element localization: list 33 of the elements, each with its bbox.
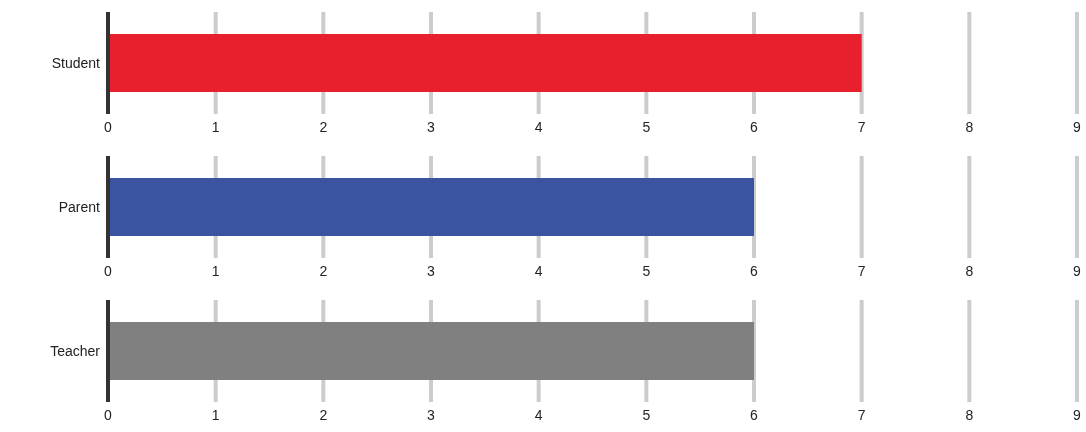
x-tick-label: 0: [104, 118, 113, 135]
y-tick-label: Parent: [58, 198, 101, 215]
x-tick-label: 9: [1073, 406, 1082, 423]
x-tick-label: 3: [427, 118, 436, 135]
x-tick-label: 6: [750, 262, 759, 279]
x-tick-label: 5: [642, 262, 651, 279]
x-tick-label: 5: [642, 406, 651, 423]
x-tick-label: 1: [211, 406, 220, 423]
x-tick-label: 1: [211, 118, 220, 135]
x-tick-label: 2: [319, 262, 328, 279]
x-tick-label: 7: [857, 406, 866, 423]
x-tick-label: 3: [427, 262, 436, 279]
x-tick-label: 7: [857, 262, 866, 279]
x-tick-label: 4: [534, 262, 543, 279]
x-tick-label: 5: [642, 118, 651, 135]
x-tick-label: 6: [750, 406, 759, 423]
x-tick-label: 4: [534, 406, 543, 423]
y-tick-label: Student: [51, 54, 101, 71]
x-tick-label: 0: [104, 262, 113, 279]
x-tick-label: 6: [750, 118, 759, 135]
x-tick-label: 8: [965, 118, 974, 135]
x-tick-label: 2: [319, 118, 328, 135]
x-tick-label: 0: [104, 406, 113, 423]
x-tick-label: 8: [965, 262, 974, 279]
x-tick-label: 4: [534, 118, 543, 135]
y-tick-label: Teacher: [50, 342, 101, 359]
x-tick-label: 1: [211, 262, 220, 279]
x-tick-label: 9: [1073, 118, 1082, 135]
x-tick-label: 3: [427, 406, 436, 423]
x-tick-label: 9: [1073, 262, 1082, 279]
x-tick-label: 8: [965, 406, 974, 423]
x-tick-label: 2: [319, 406, 328, 423]
x-tick-label: 7: [857, 118, 866, 135]
